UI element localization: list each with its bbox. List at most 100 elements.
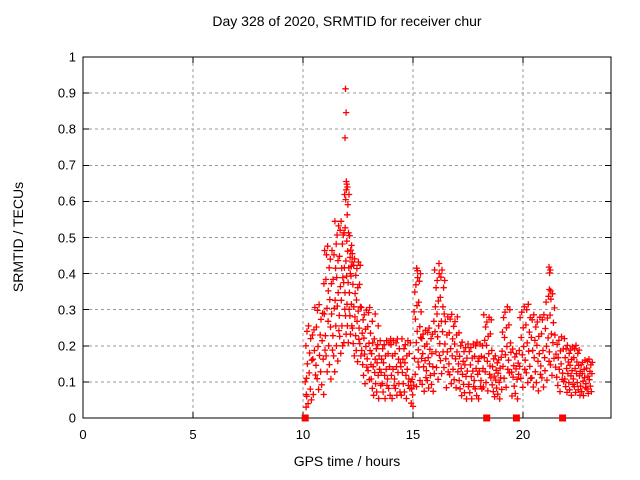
data-point xyxy=(338,322,346,330)
data-point xyxy=(454,368,462,375)
data-point xyxy=(402,341,409,348)
data-point xyxy=(570,375,577,383)
data-point xyxy=(309,331,316,339)
data-point xyxy=(493,384,500,392)
data-point xyxy=(571,383,578,390)
data-point xyxy=(344,211,351,218)
data-point xyxy=(362,343,370,350)
data-point xyxy=(528,374,535,382)
data-point xyxy=(571,345,578,352)
data-point xyxy=(323,251,330,258)
data-point xyxy=(352,332,359,339)
data-point xyxy=(348,242,355,249)
data-point xyxy=(430,388,437,395)
data-point xyxy=(355,307,362,315)
data-point xyxy=(533,342,541,349)
data-point xyxy=(369,318,376,325)
data-point xyxy=(467,361,474,369)
data-point xyxy=(581,374,588,381)
data-point xyxy=(436,270,443,277)
data-point xyxy=(542,325,549,332)
data-point xyxy=(509,345,516,353)
data-point xyxy=(379,345,386,352)
data-point xyxy=(425,354,432,361)
data-point xyxy=(370,363,377,370)
data-point xyxy=(503,343,511,350)
data-point xyxy=(459,371,466,378)
zero-data-point xyxy=(512,414,520,422)
data-point xyxy=(345,229,352,236)
data-point xyxy=(389,366,397,373)
data-point xyxy=(519,351,526,358)
x-tick-label: 10 xyxy=(295,427,311,442)
data-point xyxy=(525,301,532,308)
x-tick-label: 5 xyxy=(189,427,197,442)
data-point xyxy=(336,253,343,260)
data-point xyxy=(414,267,421,274)
data-point xyxy=(547,266,554,274)
data-point xyxy=(430,318,438,325)
data-point xyxy=(341,134,349,142)
data-point xyxy=(500,314,507,321)
data-point xyxy=(547,287,554,295)
y-tick-label: 0.3 xyxy=(57,302,76,318)
data-point xyxy=(450,376,458,383)
data-point xyxy=(438,370,445,377)
data-point xyxy=(455,360,462,368)
data-point xyxy=(408,376,416,383)
data-point xyxy=(577,383,584,390)
data-point xyxy=(354,358,361,365)
data-point xyxy=(355,324,363,332)
data-point xyxy=(431,266,438,274)
data-point xyxy=(399,369,406,376)
data-point xyxy=(317,331,324,339)
data-point xyxy=(532,323,539,331)
data-point xyxy=(302,378,309,386)
data-point xyxy=(456,385,464,392)
data-point xyxy=(342,109,350,116)
data-point xyxy=(329,346,336,354)
data-point xyxy=(406,350,413,357)
data-point xyxy=(422,374,430,381)
data-point xyxy=(308,357,315,364)
data-point xyxy=(371,369,378,376)
data-point xyxy=(529,316,536,323)
data-point xyxy=(412,281,420,288)
data-point xyxy=(537,362,544,370)
data-point xyxy=(488,316,495,323)
data-point xyxy=(415,298,422,306)
data-point xyxy=(324,243,331,250)
data-point xyxy=(434,333,441,340)
data-point xyxy=(524,379,531,386)
data-point xyxy=(369,339,376,347)
data-point xyxy=(346,289,353,296)
data-point xyxy=(484,358,491,365)
data-point xyxy=(448,311,455,318)
data-point xyxy=(392,385,399,392)
data-point xyxy=(472,342,479,349)
data-point xyxy=(528,334,535,341)
y-tick-label: 0.8 xyxy=(57,121,76,137)
data-point xyxy=(409,403,417,410)
data-point xyxy=(337,227,344,234)
data-point xyxy=(357,352,365,360)
data-point xyxy=(388,372,395,379)
data-point xyxy=(377,337,384,344)
data-point xyxy=(498,348,506,355)
data-point xyxy=(531,337,539,344)
data-point xyxy=(574,379,581,386)
scatter-points xyxy=(302,85,596,411)
data-point xyxy=(320,280,328,287)
data-point xyxy=(561,375,568,383)
data-point xyxy=(460,358,467,365)
data-point xyxy=(432,303,439,310)
data-point xyxy=(515,371,522,378)
data-point xyxy=(541,367,549,374)
data-point xyxy=(492,352,499,360)
y-tick-label: 0 xyxy=(68,410,76,426)
data-point xyxy=(562,345,570,352)
data-point xyxy=(556,366,563,373)
data-point xyxy=(321,346,329,354)
data-point xyxy=(513,376,521,383)
data-point xyxy=(357,262,364,269)
